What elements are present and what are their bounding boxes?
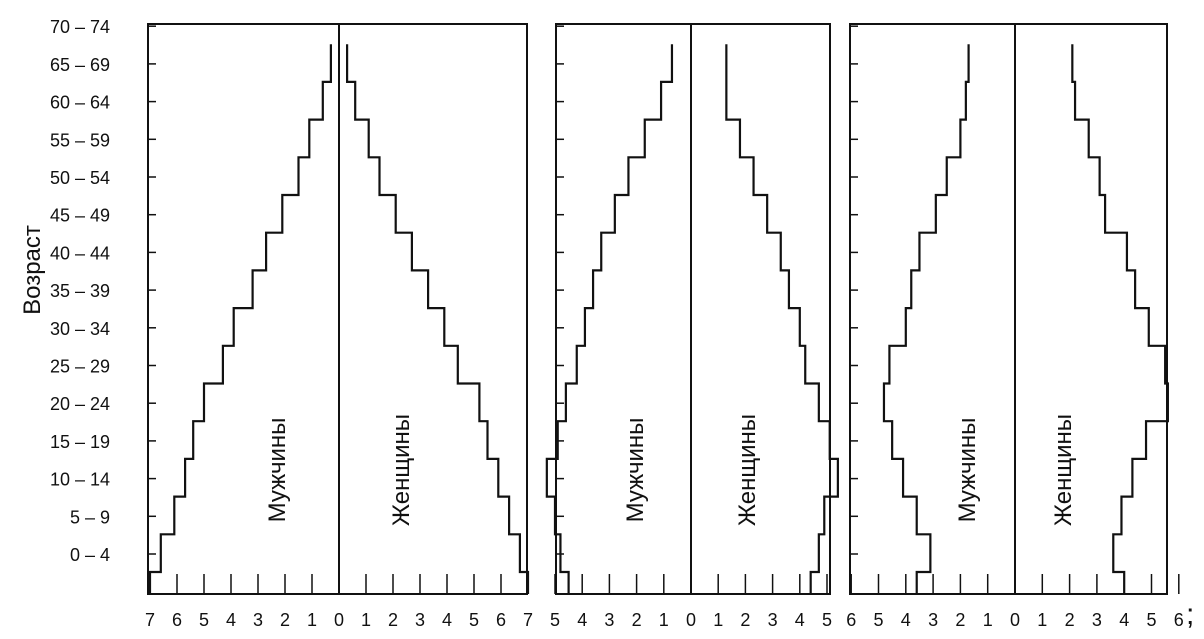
male-series-label: Мужчины <box>954 418 981 523</box>
male-step-line <box>882 44 970 594</box>
x-tick-label: 4 <box>577 610 587 630</box>
x-tick-label: 6 <box>1174 610 1184 630</box>
x-tick-label: 4 <box>226 610 236 630</box>
female-series-label: Женщины <box>1050 414 1077 526</box>
female-step-line <box>346 44 530 594</box>
x-tick-label: 7 <box>523 610 533 630</box>
x-tick-label: 2 <box>1065 610 1075 630</box>
x-tick-label: 3 <box>415 610 425 630</box>
panel-frame <box>555 23 831 595</box>
trailing-semicolon: ; <box>1186 598 1195 631</box>
age-tick-label: 20 – 24 <box>50 394 110 414</box>
x-tick-label: 5 <box>469 610 479 630</box>
age-tick-label: 65 – 69 <box>50 55 110 75</box>
x-tick-label: 2 <box>955 610 965 630</box>
male-series-label: Мужчины <box>622 418 649 523</box>
x-tick-label: 4 <box>1119 610 1129 630</box>
panel-frame <box>849 23 1168 595</box>
x-tick-label: 1 <box>659 610 669 630</box>
age-tick-label: 15 – 19 <box>50 432 110 452</box>
age-tick-label: 40 – 44 <box>50 243 110 263</box>
x-tick-label: 5 <box>1146 610 1156 630</box>
x-tick-label: 5 <box>199 610 209 630</box>
x-tick-label: 6 <box>846 610 856 630</box>
x-tick-label: 1 <box>713 610 723 630</box>
age-tick-label: 60 – 64 <box>50 93 110 113</box>
x-tick-label: 1 <box>983 610 993 630</box>
age-tick-label: 55 – 59 <box>50 130 110 150</box>
x-tick-label: 2 <box>280 610 290 630</box>
x-tick-label: 4 <box>901 610 911 630</box>
x-tick-label: 0 <box>686 610 696 630</box>
age-tick-label: 25 – 29 <box>50 357 110 377</box>
panel-frame <box>147 23 528 595</box>
x-tick-label: 6 <box>496 610 506 630</box>
x-tick-label: 5 <box>550 610 560 630</box>
male-step-line <box>148 44 332 594</box>
male-step-line <box>545 44 674 594</box>
x-tick-label: 3 <box>253 610 263 630</box>
x-tick-label: 0 <box>1010 610 1020 630</box>
x-tick-label: 2 <box>740 610 750 630</box>
age-tick-label: 0 – 4 <box>70 545 110 565</box>
x-tick-label: 1 <box>307 610 317 630</box>
y-axis-title: Возраст <box>19 225 46 315</box>
age-tick-label: 10 – 14 <box>50 470 110 490</box>
male-series-label: Мужчины <box>264 418 291 523</box>
x-tick-label: 2 <box>388 610 398 630</box>
x-tick-label: 7 <box>145 610 155 630</box>
female-step-line <box>1071 44 1169 594</box>
x-tick-label: 4 <box>795 610 805 630</box>
x-tick-label: 2 <box>632 610 642 630</box>
x-tick-label: 4 <box>442 610 452 630</box>
x-tick-label: 5 <box>822 610 832 630</box>
x-tick-label: 1 <box>1037 610 1047 630</box>
x-tick-label: 0 <box>334 610 344 630</box>
age-tick-label: 50 – 54 <box>50 168 110 188</box>
age-tick-label: 70 – 74 <box>50 17 110 37</box>
age-tick-label: 45 – 49 <box>50 206 110 226</box>
x-tick-label: 6 <box>172 610 182 630</box>
female-series-label: Женщины <box>734 414 761 526</box>
x-tick-label: 5 <box>873 610 883 630</box>
age-tick-label: 35 – 39 <box>50 281 110 301</box>
x-tick-label: 3 <box>604 610 614 630</box>
x-tick-label: 3 <box>1092 610 1102 630</box>
age-tick-label: 5 – 9 <box>70 507 110 527</box>
female-step-line <box>725 44 839 594</box>
female-series-label: Женщины <box>388 414 415 526</box>
x-tick-label: 3 <box>768 610 778 630</box>
x-tick-label: 3 <box>928 610 938 630</box>
x-tick-label: 1 <box>361 610 371 630</box>
age-tick-label: 30 – 34 <box>50 319 110 339</box>
